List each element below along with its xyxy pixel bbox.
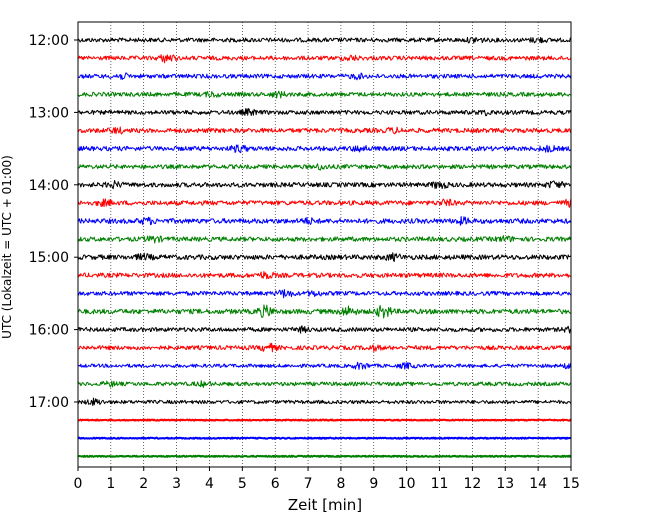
trace-1445 xyxy=(77,235,572,244)
trace-1645 xyxy=(77,380,572,388)
x-tick-label: 14 xyxy=(529,476,547,492)
x-tick-label: 10 xyxy=(398,476,416,492)
plot-frame xyxy=(77,21,572,468)
trace-1345 xyxy=(77,163,572,171)
x-tick-label: 9 xyxy=(369,476,378,492)
x-tick-label: 11 xyxy=(431,476,449,492)
trace-1515 xyxy=(77,270,572,280)
y-axis-ticks: 12:00 13:00 14:00 15:00 16:00 17:00 xyxy=(29,33,78,411)
x-tick-label: 3 xyxy=(172,476,181,492)
x-axis-label: Zeit [min] xyxy=(288,496,362,514)
y-tick-label: 13:00 xyxy=(29,105,69,121)
trace-1200 xyxy=(77,36,572,44)
y-axis-label: UTC (Lokalzeit = UTC + 01:00) xyxy=(0,155,14,339)
trace-1415 xyxy=(77,198,572,208)
trace-1545 xyxy=(77,304,572,319)
trace-1430 xyxy=(77,215,572,226)
y-tick-label: 15:00 xyxy=(29,250,69,266)
x-tick-label: 5 xyxy=(238,476,247,492)
trace-1230 xyxy=(77,72,572,81)
y-tick-label: 14:00 xyxy=(29,178,69,194)
trace-1700 xyxy=(77,397,572,407)
trace-1615 xyxy=(77,342,572,353)
trace-1245 xyxy=(77,90,572,99)
vertical-grid xyxy=(110,22,539,467)
x-tick-label: 0 xyxy=(74,476,83,492)
trace-1715 xyxy=(77,418,572,422)
x-tick-label: 8 xyxy=(336,476,345,492)
trace-1600 xyxy=(77,325,572,334)
trace-1215 xyxy=(77,54,572,64)
x-tick-label: 12 xyxy=(463,476,481,492)
x-tick-label: 13 xyxy=(496,476,514,492)
y-tick-label: 16:00 xyxy=(29,323,69,339)
trace-1745 xyxy=(77,454,572,458)
trace-1500 xyxy=(77,252,572,263)
trace-1400 xyxy=(77,180,572,190)
x-tick-label: 4 xyxy=(205,476,214,492)
trace-1530 xyxy=(77,288,572,299)
trace-1300 xyxy=(77,108,572,117)
x-tick-label: 15 xyxy=(562,476,580,492)
trace-1630 xyxy=(77,361,572,370)
x-tick-label: 6 xyxy=(271,476,280,492)
x-tick-label: 1 xyxy=(106,476,115,492)
seismic-traces xyxy=(77,36,572,458)
y-tick-label: 12:00 xyxy=(29,33,69,49)
trace-1315 xyxy=(77,126,572,135)
trace-1330 xyxy=(77,144,572,154)
x-tick-label: 7 xyxy=(304,476,313,492)
trace-1730 xyxy=(77,436,572,440)
x-axis-ticks: 0 1 2 3 4 5 6 7 8 9 10 11 12 13 14 15 xyxy=(74,467,580,492)
x-tick-label: 2 xyxy=(139,476,148,492)
y-tick-label: 17:00 xyxy=(29,395,69,411)
